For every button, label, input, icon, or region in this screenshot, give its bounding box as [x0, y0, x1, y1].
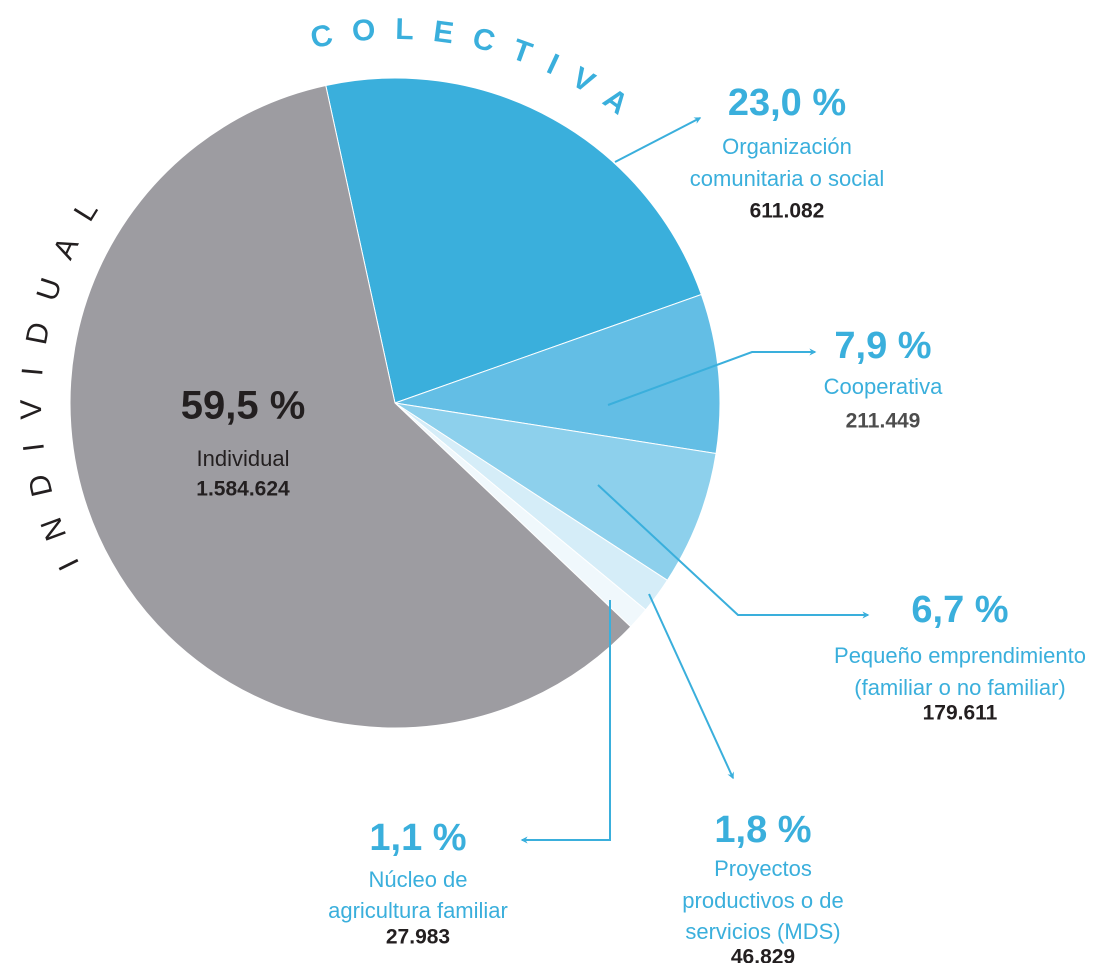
percent-label: 23,0 %: [728, 82, 846, 124]
leader-arrow: [597, 484, 870, 619]
percent-label: 6,7 %: [911, 589, 1008, 631]
category-label: productivos o de: [682, 888, 843, 913]
percent-label: 1,1 %: [369, 817, 466, 859]
pie-slice: [325, 77, 702, 404]
category-label: Organización: [722, 134, 852, 159]
category-label: Individual: [197, 446, 290, 471]
pie-slice: [394, 402, 717, 581]
category-label: Pequeño emprendimiento: [834, 643, 1086, 668]
leader-arrow: [607, 348, 817, 406]
leader-arrow: [648, 593, 734, 780]
category-label: (familiar o no familiar): [854, 675, 1066, 700]
category-label: Núcleo de: [368, 867, 467, 892]
count-label: 211.449: [846, 410, 921, 433]
leader-arrow: [614, 117, 702, 163]
count-label: 46.829: [731, 946, 795, 963]
percent-label: 59,5 %: [181, 384, 306, 428]
count-label: 27.983: [386, 926, 450, 949]
percent-label: 7,9 %: [834, 325, 931, 367]
category-label: servicios (MDS): [685, 919, 840, 944]
count-label: 1.584.624: [196, 478, 290, 501]
count-label: 179.611: [923, 702, 998, 725]
category-label: Cooperativa: [824, 374, 943, 399]
leader-arrow: [520, 600, 611, 844]
pie-slice: [69, 84, 632, 729]
category-label: agricultura familiar: [328, 898, 508, 923]
category-label: comunitaria o social: [690, 166, 884, 191]
count-label: 611.082: [750, 200, 825, 223]
percent-label: 1,8 %: [714, 809, 811, 851]
category-label: Proyectos: [714, 856, 812, 881]
pie-slice: [394, 293, 721, 455]
